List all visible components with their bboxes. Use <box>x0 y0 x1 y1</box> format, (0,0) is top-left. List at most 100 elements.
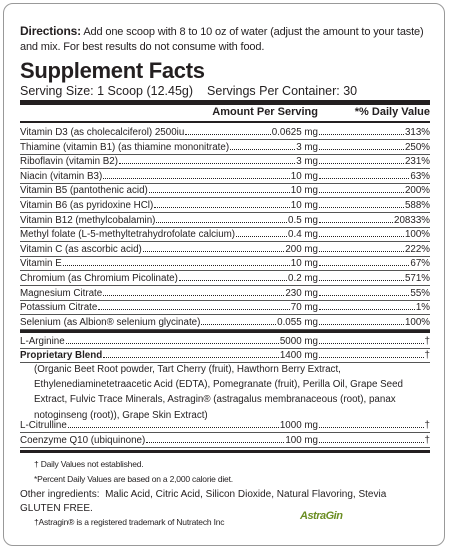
leader <box>119 154 296 165</box>
daily-value: 571% <box>404 273 430 284</box>
nutrient-name: Selenium (as Albion® selenium glycinate) <box>20 316 201 328</box>
nutrient-row: Vitamin D3 (as cholecalciferol) 2500iu 0.… <box>20 125 430 140</box>
row-right: 200% <box>318 183 430 197</box>
nutrient-row: Proprietary Blend 1400 mg † <box>20 348 430 363</box>
daily-value: † <box>424 336 430 347</box>
directions-label: Directions: <box>20 24 82 38</box>
row-left: Thiamine (vitamin B1) (as thiamine monon… <box>20 140 318 154</box>
other-label: Other ingredients: <box>20 489 100 500</box>
daily-value: 250% <box>404 141 430 153</box>
rule <box>20 121 430 123</box>
row-left: Coenzyme Q10 (ubiquinone) 100 mg <box>20 433 318 447</box>
row-right: 20833% <box>318 213 430 227</box>
nutrient-row: Vitamin B12 (methylcobalamin) 0.5 mg 20833… <box>20 213 430 228</box>
row-left: Vitamin B12 (methylcobalamin) 0.5 mg <box>20 213 318 227</box>
blend-ingredients: (Organic Beet Root powder, Tart Cherry (… <box>34 364 403 421</box>
nutrient-row: Vitamin B5 (pantothenic acid) 10 mg 200% <box>20 183 430 199</box>
nutrient-name: Coenzyme Q10 (ubiquinone) <box>20 435 146 446</box>
row-right: † <box>318 418 430 432</box>
nutrient-name: Riboflavin (vitamin B2) <box>20 156 119 168</box>
leader <box>319 154 404 165</box>
leader <box>319 334 424 344</box>
nutrient-row: Coenzyme Q10 (ubiquinone) 100 mg † <box>20 433 430 448</box>
row-left: Riboflavin (vitamin B2) 3 mg <box>20 154 318 168</box>
nutrient-row: Methyl folate (L-5-methyltetrahydrofolat… <box>20 227 430 243</box>
row-left: Methyl folate (L-5-methyltetrahydrofolat… <box>20 227 318 241</box>
row-right: 313% <box>318 125 430 139</box>
nutrient-row: Selenium (as Albion® selenium glycinate)… <box>20 315 430 330</box>
nutrient-row: Niacin (vitamin B3) 10 mg 63% <box>20 169 430 184</box>
leader <box>142 242 285 252</box>
leader <box>201 315 277 325</box>
footnote: *Percent Daily Values are based on a 2,0… <box>34 474 233 484</box>
daily-value: † <box>424 420 430 431</box>
row-right: 67% <box>318 256 430 270</box>
label-border <box>3 3 445 546</box>
nutrient-name: Proprietary Blend <box>20 350 103 361</box>
thick-rule <box>20 330 430 333</box>
amount-header: Amount Per Serving <box>212 106 318 118</box>
row-left: Niacin (vitamin B3) 10 mg <box>20 169 318 183</box>
title: Supplement Facts <box>20 58 205 83</box>
amount: 230 mg <box>285 287 318 299</box>
row-right: 100% <box>318 315 430 329</box>
row-left: Vitamin B6 (as pyridoxine HCl) 10 mg <box>20 198 318 212</box>
daily-value: 1% <box>415 302 430 314</box>
amount: 200 mg <box>285 243 318 255</box>
leader <box>178 271 288 281</box>
daily-value: 100% <box>404 229 430 241</box>
leader <box>319 169 410 179</box>
nutrient-name: Vitamin D3 (as cholecalciferol) 2500iu <box>20 127 185 138</box>
row-right: 571% <box>318 271 430 285</box>
row-right: 222% <box>318 242 430 256</box>
nutrient-row: Thiamine (vitamin B1) (as thiamine monon… <box>20 140 430 155</box>
leader <box>230 140 296 150</box>
row-right: 100% <box>318 227 430 241</box>
leader <box>319 315 404 325</box>
row-left: L-Arginine 5000 mg <box>20 334 318 348</box>
row-right: 63% <box>318 169 430 183</box>
nutrient-name: Niacin (vitamin B3) <box>20 170 103 182</box>
leader <box>319 198 404 208</box>
leader <box>65 334 279 344</box>
amount: 70 mg <box>290 302 318 314</box>
dv-header: *% Daily Value <box>354 106 430 118</box>
leader <box>67 418 279 428</box>
row-left: Proprietary Blend 1400 mg <box>20 348 318 362</box>
row-left: Magnesium Citrate 230 mg <box>20 286 318 300</box>
leader <box>319 286 410 296</box>
nutrient-row: Vitamin B6 (as pyridoxine HCl) 10 mg 588% <box>20 198 430 213</box>
nutrient-name: Vitamin B6 (as pyridoxine HCl) <box>20 200 154 211</box>
leader <box>319 418 424 428</box>
nutrient-name: Methyl folate (L-5-methyltetrahydrofolat… <box>20 229 236 241</box>
amount: 3 mg <box>296 141 318 153</box>
leader <box>319 348 424 358</box>
row-left: Vitamin D3 (as cholecalciferol) 2500iu 0.… <box>20 125 318 139</box>
leader <box>319 271 404 281</box>
row-left: Potassium Citrate 70 mg <box>20 300 318 314</box>
daily-value: 63% <box>410 170 430 182</box>
leader <box>98 300 290 311</box>
row-left: Selenium (as Albion® selenium glycinate)… <box>20 315 318 329</box>
leader <box>319 242 404 252</box>
leader <box>319 256 410 267</box>
thick-rule <box>20 100 430 105</box>
nutrient-row: Magnesium Citrate 230 mg 55% <box>20 286 430 301</box>
nutrient-name: Vitamin B5 (pantothenic acid) <box>20 185 148 197</box>
amount: 3 mg <box>296 156 318 168</box>
row-right: 231% <box>318 154 430 168</box>
nutrient-row: Riboflavin (vitamin B2) 3 mg 231% <box>20 154 430 170</box>
leader <box>319 213 394 223</box>
leader <box>146 433 285 443</box>
row-right: † <box>318 348 430 362</box>
leader <box>103 348 279 358</box>
row-right: 250% <box>318 140 430 154</box>
daily-value: 67% <box>410 258 430 270</box>
nutrient-name: Vitamin C (as ascorbic acid) <box>20 243 142 255</box>
amount: 0.055 mg <box>277 316 318 328</box>
nutrient-name: Vitamin B12 (methylcobalamin) <box>20 214 156 226</box>
row-right: 55% <box>318 286 430 300</box>
nutrient-row: L-Citrulline 1000 mg † <box>20 418 430 433</box>
amount: 10 mg <box>290 170 318 182</box>
daily-value: 200% <box>404 185 430 197</box>
